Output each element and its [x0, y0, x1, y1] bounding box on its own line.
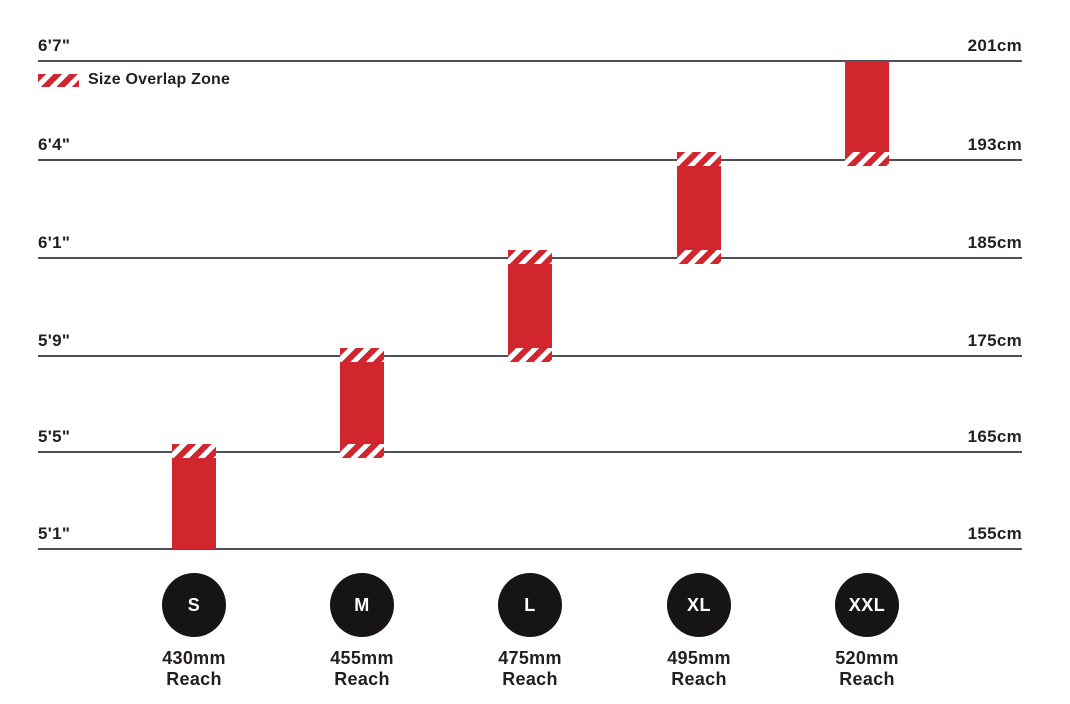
- legend-label: Size Overlap Zone: [88, 71, 231, 88]
- size-circle-s: S: [162, 573, 226, 637]
- reach-label-xxl: 520mm Reach: [835, 648, 899, 690]
- height-label-ft: 5'9": [38, 331, 71, 350]
- overlap-zone-bottom: [677, 250, 721, 264]
- size-bar-xxl: [845, 61, 889, 166]
- height-label-cm: 193cm: [967, 135, 1022, 154]
- height-label-ft: 5'5": [38, 427, 71, 446]
- overlap-zone-top: [508, 250, 552, 264]
- reach-label-xl: 495mm Reach: [667, 648, 731, 690]
- height-label-ft: 6'7": [38, 36, 71, 55]
- overlap-zone-top: [677, 152, 721, 166]
- height-label-cm: 175cm: [967, 331, 1022, 350]
- size-bar-s: [172, 444, 216, 549]
- height-label-ft: 5'1": [38, 524, 71, 543]
- height-label-cm: 185cm: [967, 233, 1022, 252]
- gridline: [38, 60, 1022, 62]
- gridline: [38, 451, 1022, 453]
- size-bar-m: [340, 348, 384, 458]
- gridline: [38, 159, 1022, 161]
- overlap-zone-top: [172, 444, 216, 458]
- reach-label-s: 430mm Reach: [162, 648, 226, 690]
- size-circle-l: L: [498, 573, 562, 637]
- overlap-zone-top: [340, 348, 384, 362]
- overlap-zone-bottom: [508, 348, 552, 362]
- gridline: [38, 548, 1022, 550]
- size-circle-xl: XL: [667, 573, 731, 637]
- height-label-cm: 155cm: [967, 524, 1022, 543]
- overlap-zone-swatch-icon: [38, 73, 79, 87]
- size-circle-xxl: XXL: [835, 573, 899, 637]
- legend: Size Overlap Zone: [38, 71, 230, 89]
- reach-label-m: 455mm Reach: [330, 648, 394, 690]
- overlap-zone-bottom: [845, 152, 889, 166]
- height-label-ft: 6'4": [38, 135, 71, 154]
- overlap-zone-bottom: [340, 444, 384, 458]
- size-bar-l: [508, 250, 552, 362]
- height-label-cm: 165cm: [967, 427, 1022, 446]
- size-circle-m: M: [330, 573, 394, 637]
- reach-label-l: 475mm Reach: [498, 648, 562, 690]
- height-label-cm: 201cm: [967, 36, 1022, 55]
- size-bar-xl: [677, 152, 721, 264]
- height-label-ft: 6'1": [38, 233, 71, 252]
